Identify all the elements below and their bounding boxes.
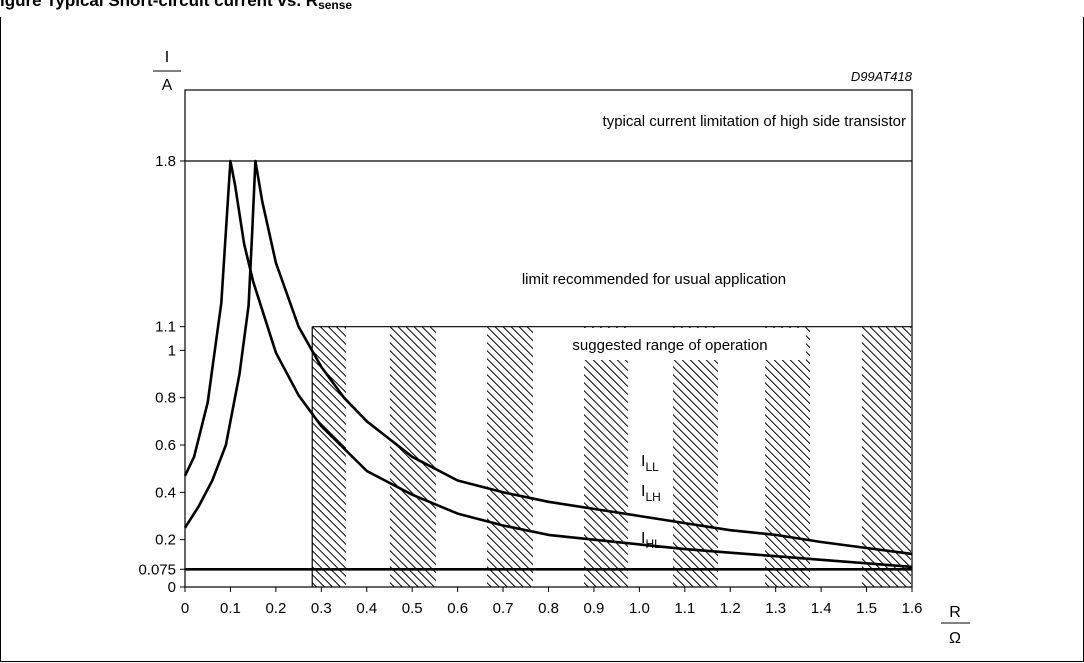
x-tick-label: 1.4 bbox=[811, 600, 832, 617]
heading-subscript: sense bbox=[318, 0, 353, 12]
hatch-band bbox=[765, 326, 810, 587]
x-tick-label: 0.8 bbox=[538, 600, 559, 617]
suggested-range-hatching bbox=[311, 326, 911, 587]
hatch-band bbox=[584, 326, 628, 587]
series-label-ill: ILL bbox=[641, 453, 659, 474]
x-tick-label: 0.3 bbox=[311, 600, 332, 617]
series-line-ilh bbox=[183, 159, 913, 556]
hatch-band-group bbox=[312, 326, 911, 587]
y-tick-label: 0 bbox=[168, 579, 176, 596]
x-tick-label: 1.1 bbox=[674, 600, 695, 617]
x-tick-label: 1.2 bbox=[720, 600, 741, 617]
hatch-band bbox=[487, 326, 533, 587]
y-tick-label: 0.6 bbox=[155, 437, 176, 454]
y-unit-top: I bbox=[165, 49, 169, 66]
y-unit-bottom: A bbox=[162, 77, 173, 94]
x-tick-label: 1.5 bbox=[856, 600, 877, 617]
x-tick-label: 0.7 bbox=[493, 600, 514, 617]
x-tick-label: 0.1 bbox=[220, 600, 241, 617]
hatch-band bbox=[862, 326, 911, 587]
y-tick-label: 1.1 bbox=[155, 319, 176, 336]
y-tick-label: 0.075 bbox=[138, 561, 176, 578]
x-unit-bottom: Ω bbox=[949, 630, 961, 647]
series-labels: ILL ILH IHL bbox=[641, 453, 661, 551]
y-tick-label: 0.8 bbox=[155, 390, 176, 407]
y-tick-label: 0.4 bbox=[155, 484, 176, 501]
x-tick-label: 0 bbox=[181, 600, 189, 617]
annotation-layer: D99AT418 I A R Ω typical current limitat… bbox=[153, 49, 970, 647]
x-tick-label: 0.2 bbox=[265, 600, 286, 617]
x-tick-label: 0.4 bbox=[356, 600, 377, 617]
recommended-limit-annotation: limit recommended for usual application bbox=[522, 271, 786, 288]
x-tick-label: 1.0 bbox=[629, 600, 650, 617]
heading-title: Typical Short-circuit current vs. R bbox=[46, 0, 319, 10]
reference-lines bbox=[185, 160, 912, 328]
y-tick-label: 1 bbox=[168, 342, 176, 359]
x-tick-label: 0.6 bbox=[447, 600, 468, 617]
hatch-band bbox=[673, 326, 718, 587]
chart-code: D99AT418 bbox=[851, 69, 913, 84]
heading-prefix: igure bbox=[0, 0, 42, 10]
y-tick-label: 1.8 bbox=[155, 153, 176, 170]
series-line-ill bbox=[183, 159, 913, 569]
hatch-band bbox=[312, 326, 347, 587]
x-tick-label: 1.6 bbox=[902, 600, 923, 617]
series-label-ihl: IHL bbox=[641, 530, 661, 551]
range-label-background bbox=[548, 328, 806, 360]
tick-labels: 0 0.1 0.2 0.3 0.4 0.5 0.6 0.7 0.8 0.9 1.0 1.1 1.2 1.3… bbox=[138, 153, 922, 617]
series-layer bbox=[183, 159, 913, 571]
x-tick-label: 0.5 bbox=[402, 600, 423, 617]
x-unit-top: R bbox=[949, 604, 961, 621]
figure-heading: igure Typical Short-circuit current vs. … bbox=[0, 0, 353, 12]
series-label-ilh: ILH bbox=[641, 483, 661, 504]
x-tick-label: 0.9 bbox=[584, 600, 605, 617]
hatch-band bbox=[390, 326, 436, 587]
x-tick-label: 1.3 bbox=[765, 600, 786, 617]
y-tick-label: 0.2 bbox=[155, 532, 176, 549]
current-limit-annotation: typical current limitation of high side … bbox=[603, 113, 906, 130]
suggested-range-annotation: suggested range of operation bbox=[572, 337, 767, 354]
